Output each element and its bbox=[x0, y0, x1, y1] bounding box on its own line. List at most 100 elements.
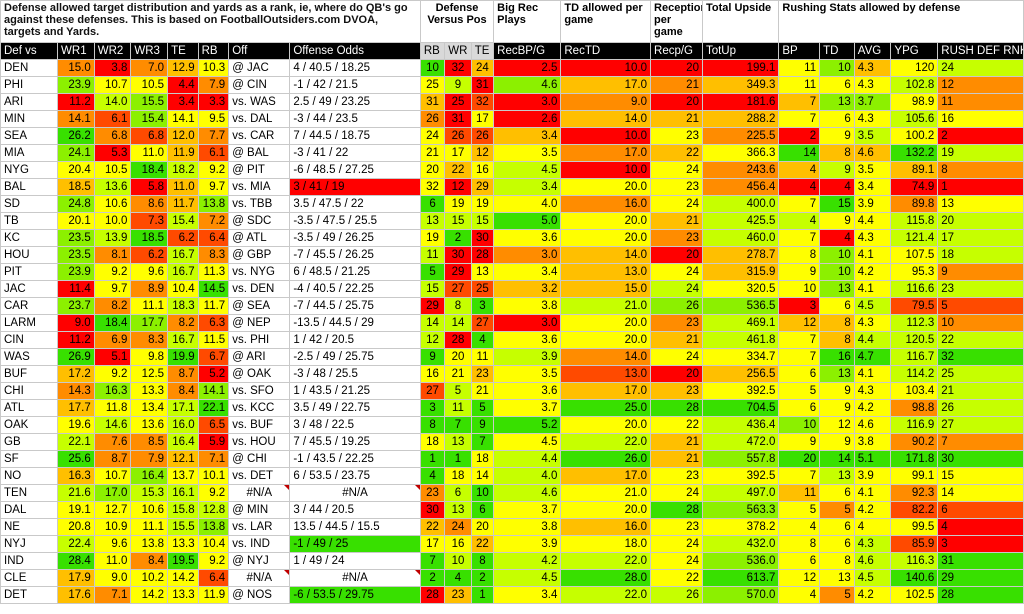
opponent-cell[interactable]: vs. WAS bbox=[228, 93, 291, 111]
rush-td-cell[interactable]: 5 bbox=[819, 501, 855, 519]
rec-td-cell[interactable]: 17.0 bbox=[560, 144, 652, 162]
te-rank-cell[interactable]: 30 bbox=[470, 229, 495, 247]
wr2-cell[interactable]: 10.7 bbox=[93, 76, 132, 94]
rush-ypg-cell[interactable]: 121.4 bbox=[890, 229, 939, 247]
te-cell[interactable]: 12.9 bbox=[167, 59, 199, 77]
receptions-cell[interactable]: 21 bbox=[650, 76, 703, 94]
rb-cell[interactable]: 22.1 bbox=[197, 399, 230, 417]
te-rank-cell[interactable]: 20 bbox=[470, 518, 495, 536]
rec-bp-cell[interactable]: 4.6 bbox=[493, 484, 562, 502]
rush-def-rank-cell[interactable]: 28 bbox=[937, 586, 1024, 604]
rush-bp-cell[interactable]: 6 bbox=[778, 552, 821, 570]
rush-ypg-cell[interactable]: 74.9 bbox=[890, 178, 939, 196]
total-upside-cell[interactable]: 460.0 bbox=[701, 229, 780, 247]
opponent-cell[interactable]: @ NYJ bbox=[228, 552, 291, 570]
rush-td-cell[interactable]: 10 bbox=[819, 59, 855, 77]
odds-cell[interactable]: -3.5 / 47.5 / 25.5 bbox=[289, 212, 421, 230]
total-upside-cell[interactable]: 472.0 bbox=[701, 433, 780, 451]
total-upside-cell[interactable]: 400.0 bbox=[701, 195, 780, 213]
rec-td-cell[interactable]: 20.0 bbox=[560, 331, 652, 349]
rec-bp-cell[interactable]: 3.0 bbox=[493, 314, 562, 332]
rec-td-cell[interactable]: 25.0 bbox=[560, 399, 652, 417]
wr1-cell[interactable]: 15.0 bbox=[57, 59, 95, 77]
wr2-cell[interactable]: 8.2 bbox=[93, 297, 132, 315]
odds-cell[interactable]: 2.5 / 49 / 23.25 bbox=[289, 93, 421, 111]
receptions-cell[interactable]: 24 bbox=[650, 535, 703, 553]
opponent-cell[interactable]: vs. TBB bbox=[228, 195, 291, 213]
total-upside-cell[interactable]: 288.2 bbox=[701, 110, 780, 128]
rb-rank-cell[interactable]: 16 bbox=[419, 365, 446, 383]
wr-rank-cell[interactable]: 21 bbox=[444, 365, 472, 383]
column-header[interactable]: RecTD bbox=[560, 42, 652, 60]
rb-cell[interactable]: 6.4 bbox=[197, 569, 230, 587]
rec-bp-cell[interactable]: 4.5 bbox=[493, 569, 562, 587]
rush-ypg-cell[interactable]: 92.3 bbox=[890, 484, 939, 502]
wr3-cell[interactable]: 7.3 bbox=[130, 212, 169, 230]
wr-rank-cell[interactable]: 28 bbox=[444, 331, 472, 349]
wr2-cell[interactable]: 6.9 bbox=[93, 331, 132, 349]
rush-ypg-cell[interactable]: 100.2 bbox=[890, 127, 939, 145]
total-upside-cell[interactable]: 349.3 bbox=[701, 76, 780, 94]
rec-td-cell[interactable]: 21.0 bbox=[560, 484, 652, 502]
rec-td-cell[interactable]: 28.0 bbox=[560, 569, 652, 587]
rb-rank-cell[interactable]: 13 bbox=[419, 212, 446, 230]
total-upside-cell[interactable]: 366.3 bbox=[701, 144, 780, 162]
def-team-cell[interactable]: BAL bbox=[0, 178, 59, 196]
odds-cell[interactable]: 6 / 53.5 / 23.75 bbox=[289, 467, 421, 485]
te-rank-cell[interactable]: 31 bbox=[470, 76, 495, 94]
def-team-cell[interactable]: CIN bbox=[0, 331, 59, 349]
te-rank-cell[interactable]: 15 bbox=[470, 212, 495, 230]
def-team-cell[interactable]: WAS bbox=[0, 348, 59, 366]
rush-def-rank-cell[interactable]: 18 bbox=[937, 246, 1024, 264]
opponent-cell[interactable]: @ CHI bbox=[228, 450, 291, 468]
rush-bp-cell[interactable]: 4 bbox=[778, 212, 821, 230]
rb-rank-cell[interactable]: 30 bbox=[419, 501, 446, 519]
wr2-cell[interactable]: 6.8 bbox=[93, 127, 132, 145]
total-upside-cell[interactable]: 536.0 bbox=[701, 552, 780, 570]
rec-bp-cell[interactable]: 3.6 bbox=[493, 382, 562, 400]
rb-rank-cell[interactable]: 6 bbox=[419, 195, 446, 213]
rush-bp-cell[interactable]: 3 bbox=[778, 297, 821, 315]
wr2-cell[interactable]: 9.0 bbox=[93, 569, 132, 587]
opponent-cell[interactable]: vs. HOU bbox=[228, 433, 291, 451]
rush-def-rank-cell[interactable]: 11 bbox=[937, 93, 1024, 111]
rush-ypg-cell[interactable]: 116.3 bbox=[890, 552, 939, 570]
def-team-cell[interactable]: BUF bbox=[0, 365, 59, 383]
rb-rank-cell[interactable]: 22 bbox=[419, 518, 446, 536]
rush-avg-cell[interactable]: 4.6 bbox=[853, 144, 892, 162]
rec-td-cell[interactable]: 17.0 bbox=[560, 467, 652, 485]
wr1-cell[interactable]: 22.4 bbox=[57, 535, 95, 553]
wr1-cell[interactable]: 23.9 bbox=[57, 76, 95, 94]
rb-cell[interactable]: 6.3 bbox=[197, 314, 230, 332]
rush-bp-cell[interactable]: 9 bbox=[778, 263, 821, 281]
receptions-cell[interactable]: 24 bbox=[650, 263, 703, 281]
wr-rank-cell[interactable]: 4 bbox=[444, 569, 472, 587]
wr2-cell[interactable]: 9.2 bbox=[93, 263, 132, 281]
odds-cell[interactable]: 4 / 40.5 / 18.25 bbox=[289, 59, 421, 77]
rush-bp-cell[interactable]: 2 bbox=[778, 127, 821, 145]
total-upside-cell[interactable]: 256.5 bbox=[701, 365, 780, 383]
wr-rank-cell[interactable]: 17 bbox=[444, 144, 472, 162]
wr1-cell[interactable]: 21.6 bbox=[57, 484, 95, 502]
rec-td-cell[interactable]: 14.0 bbox=[560, 110, 652, 128]
receptions-cell[interactable]: 28 bbox=[650, 399, 703, 417]
rush-td-cell[interactable]: 6 bbox=[819, 518, 855, 536]
wr-rank-cell[interactable]: 14 bbox=[444, 314, 472, 332]
rb-rank-cell[interactable]: 2 bbox=[419, 569, 446, 587]
rec-td-cell[interactable]: 21.0 bbox=[560, 297, 652, 315]
wr2-cell[interactable]: 9.7 bbox=[93, 280, 132, 298]
wr-rank-cell[interactable]: 16 bbox=[444, 535, 472, 553]
te-rank-cell[interactable]: 16 bbox=[470, 161, 495, 179]
rush-td-cell[interactable]: 10 bbox=[819, 263, 855, 281]
rush-def-rank-cell[interactable]: 7 bbox=[937, 433, 1024, 451]
rush-td-cell[interactable]: 4 bbox=[819, 229, 855, 247]
rb-cell[interactable]: 9.2 bbox=[197, 484, 230, 502]
rush-def-rank-cell[interactable]: 17 bbox=[937, 229, 1024, 247]
def-team-cell[interactable]: CLE bbox=[0, 569, 59, 587]
te-cell[interactable]: 19.5 bbox=[167, 552, 199, 570]
rush-td-cell[interactable]: 13 bbox=[819, 93, 855, 111]
te-rank-cell[interactable]: 8 bbox=[470, 552, 495, 570]
rush-td-cell[interactable]: 6 bbox=[819, 484, 855, 502]
column-header[interactable]: WR1 bbox=[57, 42, 95, 60]
rush-ypg-cell[interactable]: 115.8 bbox=[890, 212, 939, 230]
